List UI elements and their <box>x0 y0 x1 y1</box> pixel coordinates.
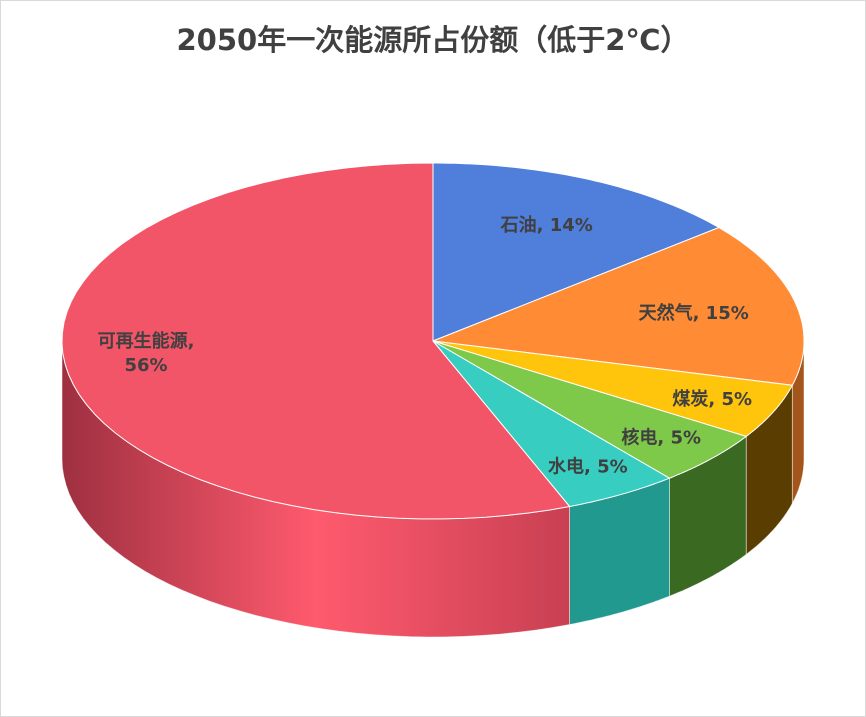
data-label-核电: 核电, 5% <box>621 427 701 449</box>
data-label-石油: 石油, 14% <box>500 214 593 236</box>
data-label-天然气: 天然气, 15% <box>639 302 749 324</box>
data-label-煤炭: 煤炭, 5% <box>672 388 752 410</box>
pie-slice-可再生能源[interactable] <box>61 162 571 520</box>
pie-slice-水电[interactable] <box>432 340 671 508</box>
pie-slice-核电[interactable] <box>432 340 748 479</box>
chart-title: 2050年一次能源所占份额（低于2℃） <box>176 23 690 57</box>
pie-slice-天然气[interactable] <box>432 226 805 386</box>
pie-slice-石油[interactable] <box>432 162 721 342</box>
data-label-可再生能源: 可再生能源, 56% <box>98 330 195 376</box>
pie-slice-煤炭[interactable] <box>432 340 794 437</box>
data-label-水电: 水电, 5% <box>548 456 628 478</box>
